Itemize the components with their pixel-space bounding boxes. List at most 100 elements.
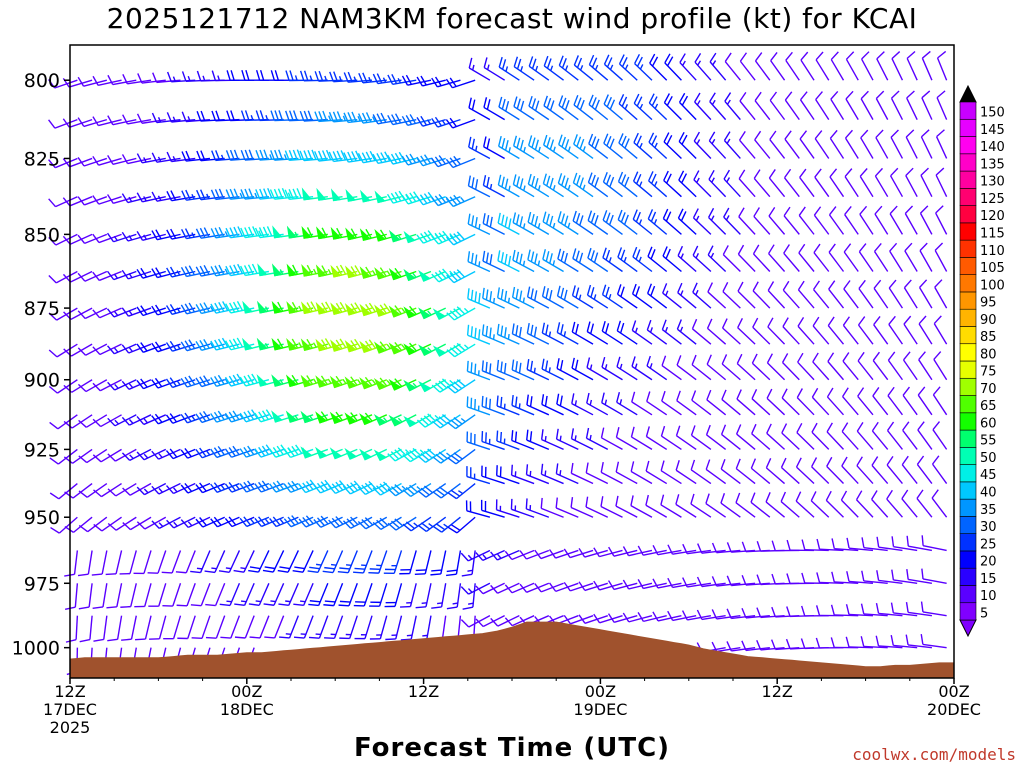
wind-barb	[481, 360, 505, 381]
barb-full	[711, 576, 718, 587]
wind-barb	[890, 129, 904, 159]
barb-staff	[127, 157, 152, 165]
wind-barb	[920, 633, 947, 649]
barb-staff	[70, 343, 93, 357]
barb-full	[270, 110, 276, 121]
barb-staff	[878, 579, 903, 584]
barb-full	[368, 302, 376, 313]
barb-staff	[687, 549, 711, 555]
barb-full	[361, 112, 368, 123]
barb-staff	[798, 252, 815, 272]
wind-barb	[92, 116, 122, 127]
barb-staff	[112, 157, 137, 166]
barb-full	[203, 338, 210, 349]
barb-staff	[908, 578, 933, 584]
barb-half	[695, 215, 700, 221]
barb-full	[200, 150, 206, 161]
wind-barb	[919, 205, 933, 235]
barb-full	[456, 342, 466, 351]
barb-full	[769, 91, 778, 101]
barb-half	[726, 99, 731, 105]
barb-full	[534, 139, 539, 150]
barb-full	[446, 606, 458, 610]
barb-staff	[98, 196, 122, 205]
barb-full	[409, 192, 417, 202]
wind-barb	[446, 306, 476, 321]
barb-full	[195, 340, 203, 351]
barb-full	[121, 307, 130, 317]
barb-full	[707, 282, 714, 293]
wind-barb	[615, 461, 638, 485]
wind-barb	[737, 318, 756, 345]
barb-full	[739, 52, 748, 62]
wind-barb	[481, 395, 505, 416]
barb-full	[827, 316, 835, 326]
wind-barb	[876, 51, 889, 81]
barb-flag	[359, 448, 373, 461]
barb-staff	[844, 137, 859, 159]
wind-barb	[195, 375, 225, 388]
barb-full	[420, 233, 428, 243]
credit-link[interactable]: coolwx.com/models	[852, 745, 1016, 764]
barb-full	[254, 483, 262, 493]
wind-barb	[840, 490, 859, 518]
barb-full	[462, 606, 474, 610]
wind-barb	[708, 131, 727, 159]
wind-barb	[136, 153, 166, 164]
barb-flag	[286, 338, 298, 351]
barb-half	[475, 145, 478, 152]
barb-full	[107, 155, 114, 165]
barb-staff	[690, 503, 712, 518]
barb-full	[218, 570, 230, 573]
barb-full	[798, 206, 806, 216]
barb-staff	[141, 79, 166, 84]
barb-staff	[721, 398, 741, 416]
barb-half	[298, 305, 302, 311]
barb-staff	[603, 142, 623, 160]
wind-barb	[572, 210, 594, 235]
wind-barb	[446, 342, 476, 358]
barb-full	[292, 188, 298, 199]
barb-full	[830, 637, 835, 648]
barb-staff	[558, 144, 579, 160]
wind-barb	[556, 285, 579, 309]
barb-full	[434, 156, 443, 166]
wind-barb	[751, 353, 771, 381]
barb-full	[317, 150, 324, 161]
barb-half	[240, 567, 246, 570]
barb-full	[324, 637, 335, 639]
barb-full	[722, 281, 729, 292]
barb-full	[92, 309, 101, 319]
barb-full	[691, 318, 698, 330]
barb-full	[93, 489, 102, 498]
barb-full	[678, 170, 685, 181]
barb-half	[173, 521, 178, 527]
wind-barb	[570, 462, 594, 485]
barb-full	[615, 461, 620, 473]
barb-full	[214, 189, 221, 200]
barb-full	[706, 318, 713, 329]
barb-full	[573, 94, 579, 106]
colorbar-cell	[959, 326, 977, 345]
barb-half	[279, 379, 284, 385]
wind-barb	[769, 130, 786, 159]
wind-barb	[121, 231, 152, 242]
barb-full	[453, 345, 462, 354]
barb-full	[575, 287, 580, 298]
wind-barb	[652, 545, 682, 556]
wind-barb	[570, 497, 594, 518]
barb-full	[232, 445, 240, 456]
barb-full	[470, 289, 474, 301]
wind-barb	[342, 480, 373, 495]
barb-full	[682, 577, 688, 588]
barb-half	[552, 146, 556, 152]
barb-staff	[706, 434, 727, 450]
barb-full	[107, 638, 118, 642]
barb-full	[420, 487, 430, 496]
barb-full	[438, 232, 447, 242]
barb-full	[666, 135, 673, 145]
y-tick-label: 850	[24, 224, 60, 246]
wind-barb	[402, 516, 432, 532]
barb-half	[294, 414, 299, 421]
wind-barb	[210, 226, 240, 239]
